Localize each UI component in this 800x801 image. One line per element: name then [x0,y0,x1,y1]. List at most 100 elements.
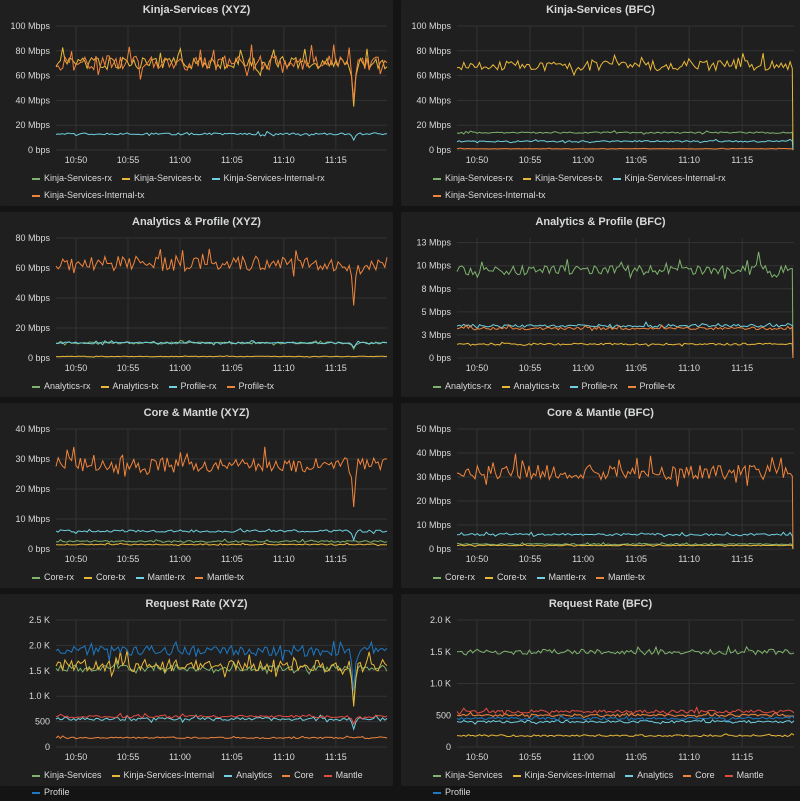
y-tick-label: 20 Mbps [15,484,50,494]
legend-item[interactable]: Kinja-Services-tx [523,170,603,187]
legend-item[interactable]: Analytics [224,767,272,784]
plot-area[interactable]: 0 bps 20 Mbps 40 Mbps 60 Mbps 80 Mbps 100 Mbp… [0,0,393,168]
legend-item[interactable]: Kinja-Services-rx [433,170,513,187]
legend-item[interactable]: Profile-tx [226,378,275,395]
legend-item[interactable]: Core [282,767,314,784]
y-tick-label: 20 Mbps [416,496,451,506]
legend-item[interactable]: Mantle-tx [596,569,645,586]
legend-item[interactable]: Kinja-Services-Internal-rx [211,170,325,187]
legend-item[interactable]: Mantle [724,767,764,784]
legend-item[interactable]: Kinja-Services [433,767,503,784]
x-tick-label: 11:10 [678,155,700,165]
x-tick-label: 11:10 [273,752,295,762]
series-line-profile-rx [456,321,794,359]
plot-area[interactable]: 0 500 1.0 K 1.5 K 2.0 K 10:50 10:55 11:00 11:05 1… [401,594,800,765]
legend-label: Analytics-rx [44,381,91,391]
legend: Kinja-Services Kinja-Services-Internal Ana… [32,767,385,801]
legend-item[interactable]: Analytics-tx [501,378,560,395]
y-tick-label: 13 Mbps [416,238,451,248]
plot-area[interactable]: 0 bps 20 Mbps 40 Mbps 60 Mbps 80 Mbps 10:50 10… [0,212,393,376]
legend-item[interactable]: Core [683,767,715,784]
legend-label: Profile-rx [180,381,217,391]
panel-title[interactable]: Core & Mantle (BFC) [547,407,654,419]
y-tick-label: 1.0 K [430,679,451,689]
legend-item[interactable]: Kinja-Services-rx [32,170,112,187]
legend-label: Analytics-rx [445,381,492,391]
series-line-kinja-services [55,659,388,704]
y-tick-label: 8 Mbps [421,284,451,294]
x-tick-label: 10:55 [519,155,542,165]
panel-title[interactable]: Analytics & Profile (BFC) [535,216,666,228]
y-tick-label: 50 Mbps [416,424,451,434]
legend-item[interactable]: Kinja-Services-Internal-tx [32,187,145,204]
y-tick-label: 40 Mbps [416,448,451,458]
legend-item[interactable]: Mantle-tx [195,569,244,586]
legend-item[interactable]: Mantle-rx [536,569,586,586]
panel-title[interactable]: Core & Mantle (XYZ) [143,407,250,419]
series-line-profile-tx [456,324,794,359]
legend-item[interactable]: Kinja-Services-Internal-rx [612,170,726,187]
legend-label: Core [695,770,715,780]
y-tick-label: 40 Mbps [15,293,50,303]
legend-label: Kinja-Services-Internal [123,770,215,780]
graph-panel[interactable]: Request Rate (BFC) 0 500 1.0 K 1.5 K 2.0 K 10:… [401,594,800,797]
series-line-kinja-services-internal-rx [456,138,794,151]
graph-panel[interactable]: Core & Mantle (XYZ) 0 bps 10 Mbps 20 Mbps 30… [0,403,393,588]
legend: Core-rx Core-tx Mantle-rx Mantle-tx [433,569,792,586]
legend-item[interactable]: Kinja-Services [32,767,102,784]
x-tick-label: 10:50 [466,554,489,564]
graph-panel[interactable]: Kinja-Services (XYZ) 0 bps 20 Mbps 40 Mbps 6… [0,0,393,206]
series-line-profile [55,640,388,692]
legend-item[interactable]: Profile [32,784,70,801]
legend-item[interactable]: Kinja-Services-Internal [512,767,615,784]
legend-item[interactable]: Profile-rx [569,378,618,395]
x-tick-label: 10:55 [117,363,140,373]
legend-item[interactable]: Analytics [625,767,673,784]
legend-swatch [195,576,204,579]
legend-item[interactable]: Core-tx [485,569,527,586]
series-line-profile-tx [55,248,388,306]
graph-panel[interactable]: Core & Mantle (BFC) 0 bps 10 Mbps 20 Mbps 30… [401,403,800,588]
legend-item[interactable]: Kinja-Services-Internal-tx [433,187,546,204]
legend-item[interactable]: Kinja-Services-tx [122,170,202,187]
legend-item[interactable]: Profile-rx [168,378,217,395]
y-tick-label: 20 Mbps [416,120,451,130]
legend: Kinja-Services Kinja-Services-Internal Ana… [433,767,792,801]
plot-area[interactable]: 0 bps 20 Mbps 40 Mbps 60 Mbps 80 Mbps 100 Mbp… [401,0,800,168]
graph-panel[interactable]: Kinja-Services (BFC) 0 bps 20 Mbps 40 Mbps 6… [401,0,800,206]
graph-panel[interactable]: Request Rate (XYZ) 0 500 1.0 K 1.5 K 2.0 K 2.5… [0,594,393,797]
legend-item[interactable]: Analytics-tx [100,378,159,395]
legend-label: Kinja-Services-rx [44,173,113,183]
legend-item[interactable]: Profile-tx [627,378,675,395]
x-tick-label: 10:55 [519,752,542,762]
plot-area[interactable]: 0 bps 10 Mbps 20 Mbps 30 Mbps 40 Mbps 10:50 10… [0,403,393,567]
legend-item[interactable]: Analytics-rx [32,378,91,395]
panel-title[interactable]: Analytics & Profile (XYZ) [132,216,261,228]
series-line-kinja-services-internal [456,732,795,738]
legend-item[interactable]: Core-tx [84,569,126,586]
legend-label: Kinja-Services [445,770,503,780]
legend-item[interactable]: Kinja-Services-Internal [111,767,215,784]
series-line-kinja-services-internal-tx [456,147,794,151]
graph-panel[interactable]: Analytics & Profile (BFC) 0 bps 3 Mbps 5 Mb… [401,212,800,397]
panel-title[interactable]: Kinja-Services (BFC) [546,4,655,16]
legend-item[interactable]: Core-rx [32,569,74,586]
legend-item[interactable]: Analytics-rx [433,378,492,395]
panel-title[interactable]: Request Rate (XYZ) [145,598,248,610]
graph-panel[interactable]: Analytics & Profile (XYZ) 0 bps 20 Mbps 40 … [0,212,393,397]
legend-label: Profile-tx [238,381,275,391]
panel-title[interactable]: Kinja-Services (XYZ) [142,4,251,16]
plot-area[interactable]: 0 bps 3 Mbps 5 Mbps 8 Mbps 10 Mbps 13 Mbps 10:… [401,212,800,376]
x-tick-label: 11:15 [325,363,347,373]
y-tick-label: 60 Mbps [15,71,50,81]
legend-item[interactable]: Core-rx [433,569,475,586]
plot-area[interactable]: 0 bps 10 Mbps 20 Mbps 30 Mbps 40 Mbps 50 Mbps… [401,403,800,567]
panel-title[interactable]: Request Rate (BFC) [548,598,653,610]
series-line-kinja-services-internal [55,650,388,707]
plot-area[interactable]: 0 500 1.0 K 1.5 K 2.0 K 2.5 K 10:50 10:55 11:00 1… [0,594,393,765]
legend-item[interactable]: Profile [433,784,471,801]
legend-item[interactable]: Mantle [323,767,363,784]
x-tick-label: 10:50 [65,363,88,373]
legend-item[interactable]: Mantle-rx [135,569,185,586]
x-tick-label: 11:15 [731,554,753,564]
